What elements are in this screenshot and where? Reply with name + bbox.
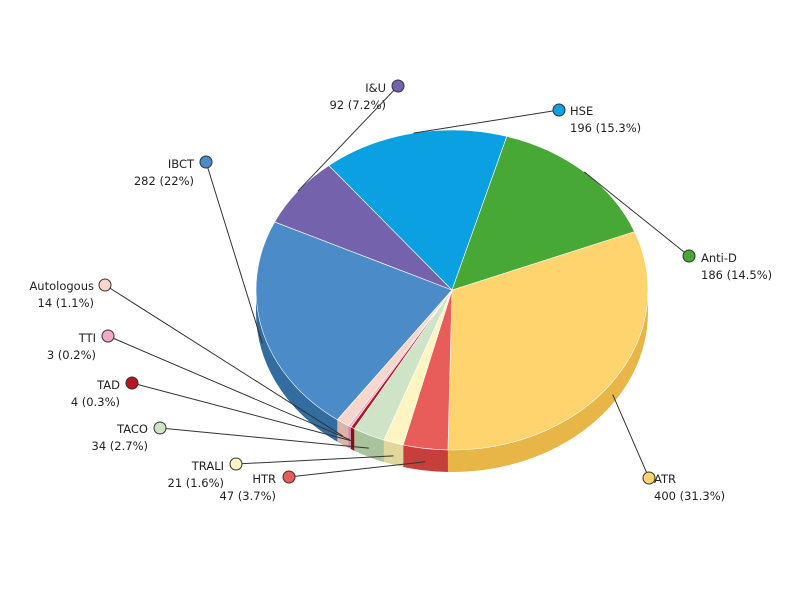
pie-sides xyxy=(255,290,648,472)
label-name-taco: TACO xyxy=(116,422,148,436)
marker-hse xyxy=(552,103,566,117)
marker-trali xyxy=(229,457,243,471)
slice-labels: ATR 400 (31.3%) HTR 47 (3.7%) TRALI 21 (1.6%)… xyxy=(29,79,772,503)
leader-line-atr xyxy=(612,394,650,479)
slice-side-htr xyxy=(403,444,448,472)
slice-side-autologous xyxy=(337,419,349,448)
leader-line-trali xyxy=(235,455,394,465)
marker-atr xyxy=(642,471,656,485)
slice-atr xyxy=(447,231,649,451)
leader-line-hse xyxy=(413,109,560,134)
label-name-tad: TAD xyxy=(96,378,120,392)
slice-side-atr xyxy=(447,290,648,472)
label-name-iu: I&U xyxy=(365,81,386,95)
slice-antid xyxy=(451,136,635,291)
slice-side-ibct xyxy=(255,290,338,442)
leader-line-iu xyxy=(297,85,399,192)
label-name-tti: TTI xyxy=(78,331,96,345)
marker-antid xyxy=(682,249,696,263)
leader-line-ibct xyxy=(205,161,263,344)
marker-taco xyxy=(153,421,167,435)
label-name-ibct: IBCT xyxy=(168,157,195,171)
pie-slices xyxy=(255,129,649,451)
label-value-tad: 4 (0.3%) xyxy=(71,395,120,409)
label-value-iu: 92 (7.2%) xyxy=(330,98,386,112)
marker-htr xyxy=(282,470,296,484)
leader-line-htr xyxy=(288,461,426,478)
label-value-trali: 21 (1.6%) xyxy=(168,476,224,490)
leader-line-antid xyxy=(583,171,690,257)
marker-tti xyxy=(101,329,115,343)
leader-line-tad xyxy=(131,382,353,442)
leader-line-tti xyxy=(107,335,350,441)
label-name-trali: TRALI xyxy=(191,459,224,473)
leader-line-autologous xyxy=(104,284,344,437)
label-name-antid: Anti-D xyxy=(701,251,737,265)
slice-side-trali xyxy=(383,440,404,467)
leader-lines xyxy=(104,85,690,479)
marker-ibct xyxy=(199,155,213,169)
label-name-htr: HTR xyxy=(252,472,276,486)
label-value-antid: 186 (14.5%) xyxy=(701,268,772,282)
slice-side-tad xyxy=(350,427,355,451)
label-value-tti: 3 (0.2%) xyxy=(47,348,96,362)
label-value-atr: 400 (31.3%) xyxy=(654,489,725,503)
label-value-htr: 47 (3.7%) xyxy=(220,489,276,503)
label-name-hse: HSE xyxy=(570,104,593,118)
label-name-autologous: Autologous xyxy=(29,279,94,293)
label-value-ibct: 282 (22%) xyxy=(134,174,194,188)
label-value-autologous: 14 (1.1%) xyxy=(38,296,94,310)
slice-side-taco xyxy=(354,428,384,463)
marker-autologous xyxy=(98,278,112,292)
label-value-hse: 196 (15.3%) xyxy=(570,121,641,135)
marker-tad xyxy=(125,376,139,390)
leader-line-taco xyxy=(159,427,369,449)
label-name-atr: ATR xyxy=(654,472,676,486)
slice-side-tti xyxy=(348,425,351,450)
label-value-taco: 34 (2.7%) xyxy=(92,439,148,453)
marker-iu xyxy=(391,79,405,93)
